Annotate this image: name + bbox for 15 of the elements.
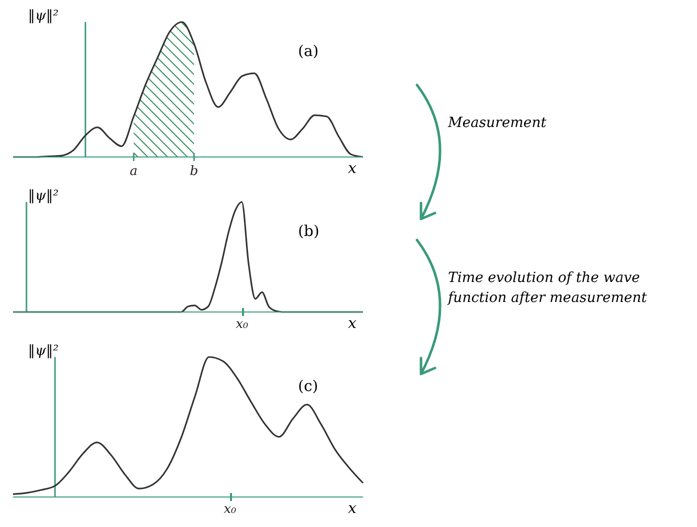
x-axis-title: x xyxy=(348,314,356,332)
x-axis-title: x xyxy=(348,499,356,517)
y-axis-title: ‖ψ‖² xyxy=(28,343,59,359)
x-tick-label: a xyxy=(130,164,138,179)
annotation: (a) xyxy=(298,42,319,60)
annotation: (c) xyxy=(298,377,318,395)
x-tick-label: b xyxy=(190,164,198,179)
y-axis-title: ‖ψ‖² xyxy=(28,8,59,24)
y-axis-title: ‖ψ‖² xyxy=(28,188,59,204)
text: Time evolution of the wave function after measurement xyxy=(448,269,648,308)
text: Measurement xyxy=(448,114,548,133)
text: x₀ xyxy=(222,502,238,517)
x-axis-title: x xyxy=(348,159,356,177)
text: x₀ xyxy=(234,317,250,332)
annotation: (b) xyxy=(298,222,320,240)
